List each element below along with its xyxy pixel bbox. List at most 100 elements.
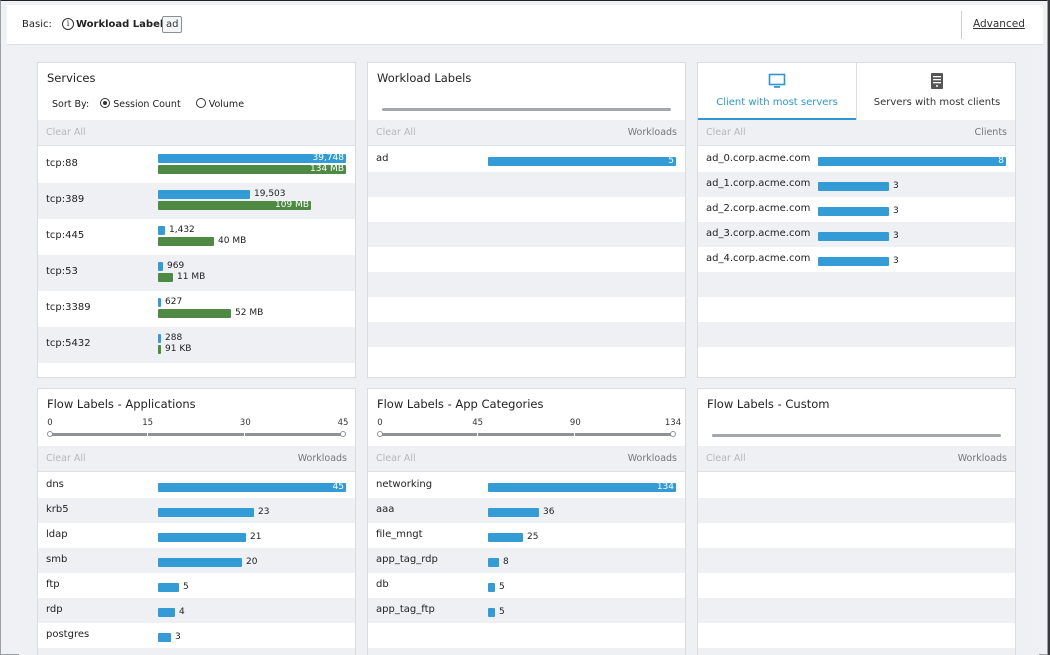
cats-range-slider[interactable]: 0 45 90 134	[377, 418, 681, 438]
list-item[interactable]: db 5	[368, 573, 685, 598]
service-name: tcp:389	[46, 194, 85, 205]
empty-row	[368, 648, 685, 655]
empty-row	[368, 297, 685, 322]
clear-all-button[interactable]: Clear All	[706, 453, 746, 464]
empty-row	[698, 598, 1015, 623]
list-item[interactable]: ad 5	[368, 147, 685, 172]
clients-list: ad_0.corp.acme.com 8 ad_1.corp.acme.com 3 ad…	[698, 147, 1015, 372]
list-item[interactable]: rdp 4	[38, 598, 355, 623]
bar-value-label: 134	[656, 482, 674, 492]
bar-value-label: 20	[246, 557, 258, 567]
flow-cats-subheader: Clear All Workloads	[368, 446, 685, 472]
empty-row	[698, 623, 1015, 648]
empty-row	[368, 623, 685, 648]
service-name: tcp:88	[46, 158, 78, 169]
tab-client-with-most-servers[interactable]: Client with most servers	[698, 63, 856, 120]
list-item[interactable]: aaa 36	[368, 498, 685, 523]
service-row[interactable]: tcp:389 19,503 109 MB	[38, 183, 355, 219]
service-row[interactable]: tcp:88 39,748 134 MB	[38, 147, 355, 183]
sort-volume-radio[interactable]	[195, 98, 206, 108]
list-item[interactable]: ldap 21	[38, 523, 355, 548]
empty-row	[698, 297, 1015, 322]
empty-row	[698, 473, 1015, 498]
list-item[interactable]: app_tag_ftp 5	[368, 598, 685, 623]
bar-value-label: 3	[893, 231, 899, 241]
server-icon	[931, 73, 943, 89]
sort-volume-label[interactable]: Volume	[208, 99, 245, 110]
flow-apps-subheader: Clear All Workloads	[38, 446, 355, 472]
slider-max-handle[interactable]	[340, 431, 346, 437]
workload-labels-title: Workload Labels	[377, 71, 472, 85]
service-row[interactable]: tcp:3389 627 52 MB	[38, 291, 355, 327]
service-row[interactable]: tcp:445 1,432 40 MB	[38, 219, 355, 255]
range-slider[interactable]	[382, 108, 671, 111]
list-item[interactable]: krb5 23	[38, 498, 355, 523]
list-item[interactable]: file_mngt 25	[368, 523, 685, 548]
clear-all-button[interactable]: Clear All	[376, 453, 416, 464]
sort-by-control: Sort By: Session Count Volume	[52, 98, 244, 110]
slider-min-handle[interactable]	[47, 431, 53, 437]
clear-all-button[interactable]: Clear All	[706, 127, 746, 138]
value-bar	[158, 633, 171, 642]
slider-track[interactable]	[50, 433, 343, 436]
workloads-column-header: Workloads	[957, 453, 1007, 464]
scale-tick-label: 45	[472, 418, 484, 428]
value-bar	[488, 533, 523, 542]
clear-all-button[interactable]: Clear All	[46, 127, 86, 138]
list-item[interactable]: smb 20	[38, 548, 355, 573]
item-label: rdp	[46, 604, 63, 615]
apps-range-slider[interactable]: 0 15 30 45	[47, 418, 348, 438]
list-item[interactable]: ad_1.corp.acme.com 3	[698, 172, 1015, 197]
slider-track[interactable]	[380, 433, 673, 436]
list-item[interactable]: app_tag_rdp 8	[368, 548, 685, 573]
sort-session-count-radio[interactable]	[100, 98, 111, 108]
workload-label-chip[interactable]: ad	[162, 16, 183, 33]
tab-servers-with-most-clients[interactable]: Servers with most clients	[857, 63, 1015, 120]
item-label: ad_3.corp.acme.com	[706, 228, 811, 239]
advanced-link[interactable]: Advanced	[973, 18, 1025, 30]
info-icon[interactable]: i	[62, 18, 74, 30]
workload-labels-label: Workload Labels:	[76, 19, 174, 30]
list-item[interactable]: postgres 3	[38, 623, 355, 648]
bar-value-label: 21	[250, 532, 262, 542]
services-panel: Services Sort By: Session Count Volume C…	[37, 62, 356, 378]
clients-panel: Client with most servers Servers with mo…	[697, 62, 1016, 378]
bar-value-label: 1,432	[169, 225, 195, 235]
value-bar	[158, 334, 161, 343]
bar-value-label: 36	[543, 507, 555, 517]
slider-min-handle[interactable]	[377, 431, 383, 437]
empty-row	[698, 498, 1015, 523]
flow-apps-list: dns 45 krb5 23 ldap 21 smb 20 ftp 5 rdp 4 postgres 3	[38, 473, 355, 655]
sort-by-label: Sort By:	[52, 99, 90, 110]
list-item[interactable]: ad_0.corp.acme.com 8	[698, 147, 1015, 172]
scale-tick-label: 15	[142, 418, 154, 428]
value-bar	[818, 257, 889, 266]
item-label: db	[376, 579, 389, 590]
service-row[interactable]: tcp:53 969 11 MB	[38, 255, 355, 291]
list-item[interactable]: ftp 5	[38, 573, 355, 598]
service-row[interactable]: tcp:5432 288 91 KB	[38, 327, 355, 363]
empty-row	[698, 322, 1015, 347]
range-slider[interactable]	[712, 434, 1001, 437]
list-item[interactable]: ad_3.corp.acme.com 3	[698, 222, 1015, 247]
item-label: ad_4.corp.acme.com	[706, 253, 811, 264]
list-item[interactable]: ad_2.corp.acme.com 3	[698, 197, 1015, 222]
item-label: krb5	[46, 504, 69, 515]
list-item[interactable]: networking 134	[368, 473, 685, 498]
bar-value-label: 134 MB	[310, 164, 344, 174]
bar-value-label: 52 MB	[235, 308, 264, 318]
bar-value-label: 45	[332, 482, 344, 492]
empty-row	[368, 222, 685, 247]
list-item[interactable]: ad_4.corp.acme.com 3	[698, 247, 1015, 272]
empty-row	[698, 648, 1015, 655]
clear-all-button[interactable]: Clear All	[46, 453, 86, 464]
bar-value-label: 5	[499, 607, 505, 617]
sort-session-count-label[interactable]: Session Count	[113, 99, 181, 110]
empty-row	[698, 573, 1015, 598]
clear-all-button[interactable]: Clear All	[376, 127, 416, 138]
bar-value-label: 3	[175, 632, 181, 642]
bar-value-label: 5	[183, 582, 189, 592]
services-title: Services	[47, 71, 96, 85]
slider-max-handle[interactable]	[670, 431, 676, 437]
list-item[interactable]: dns 45	[38, 473, 355, 498]
